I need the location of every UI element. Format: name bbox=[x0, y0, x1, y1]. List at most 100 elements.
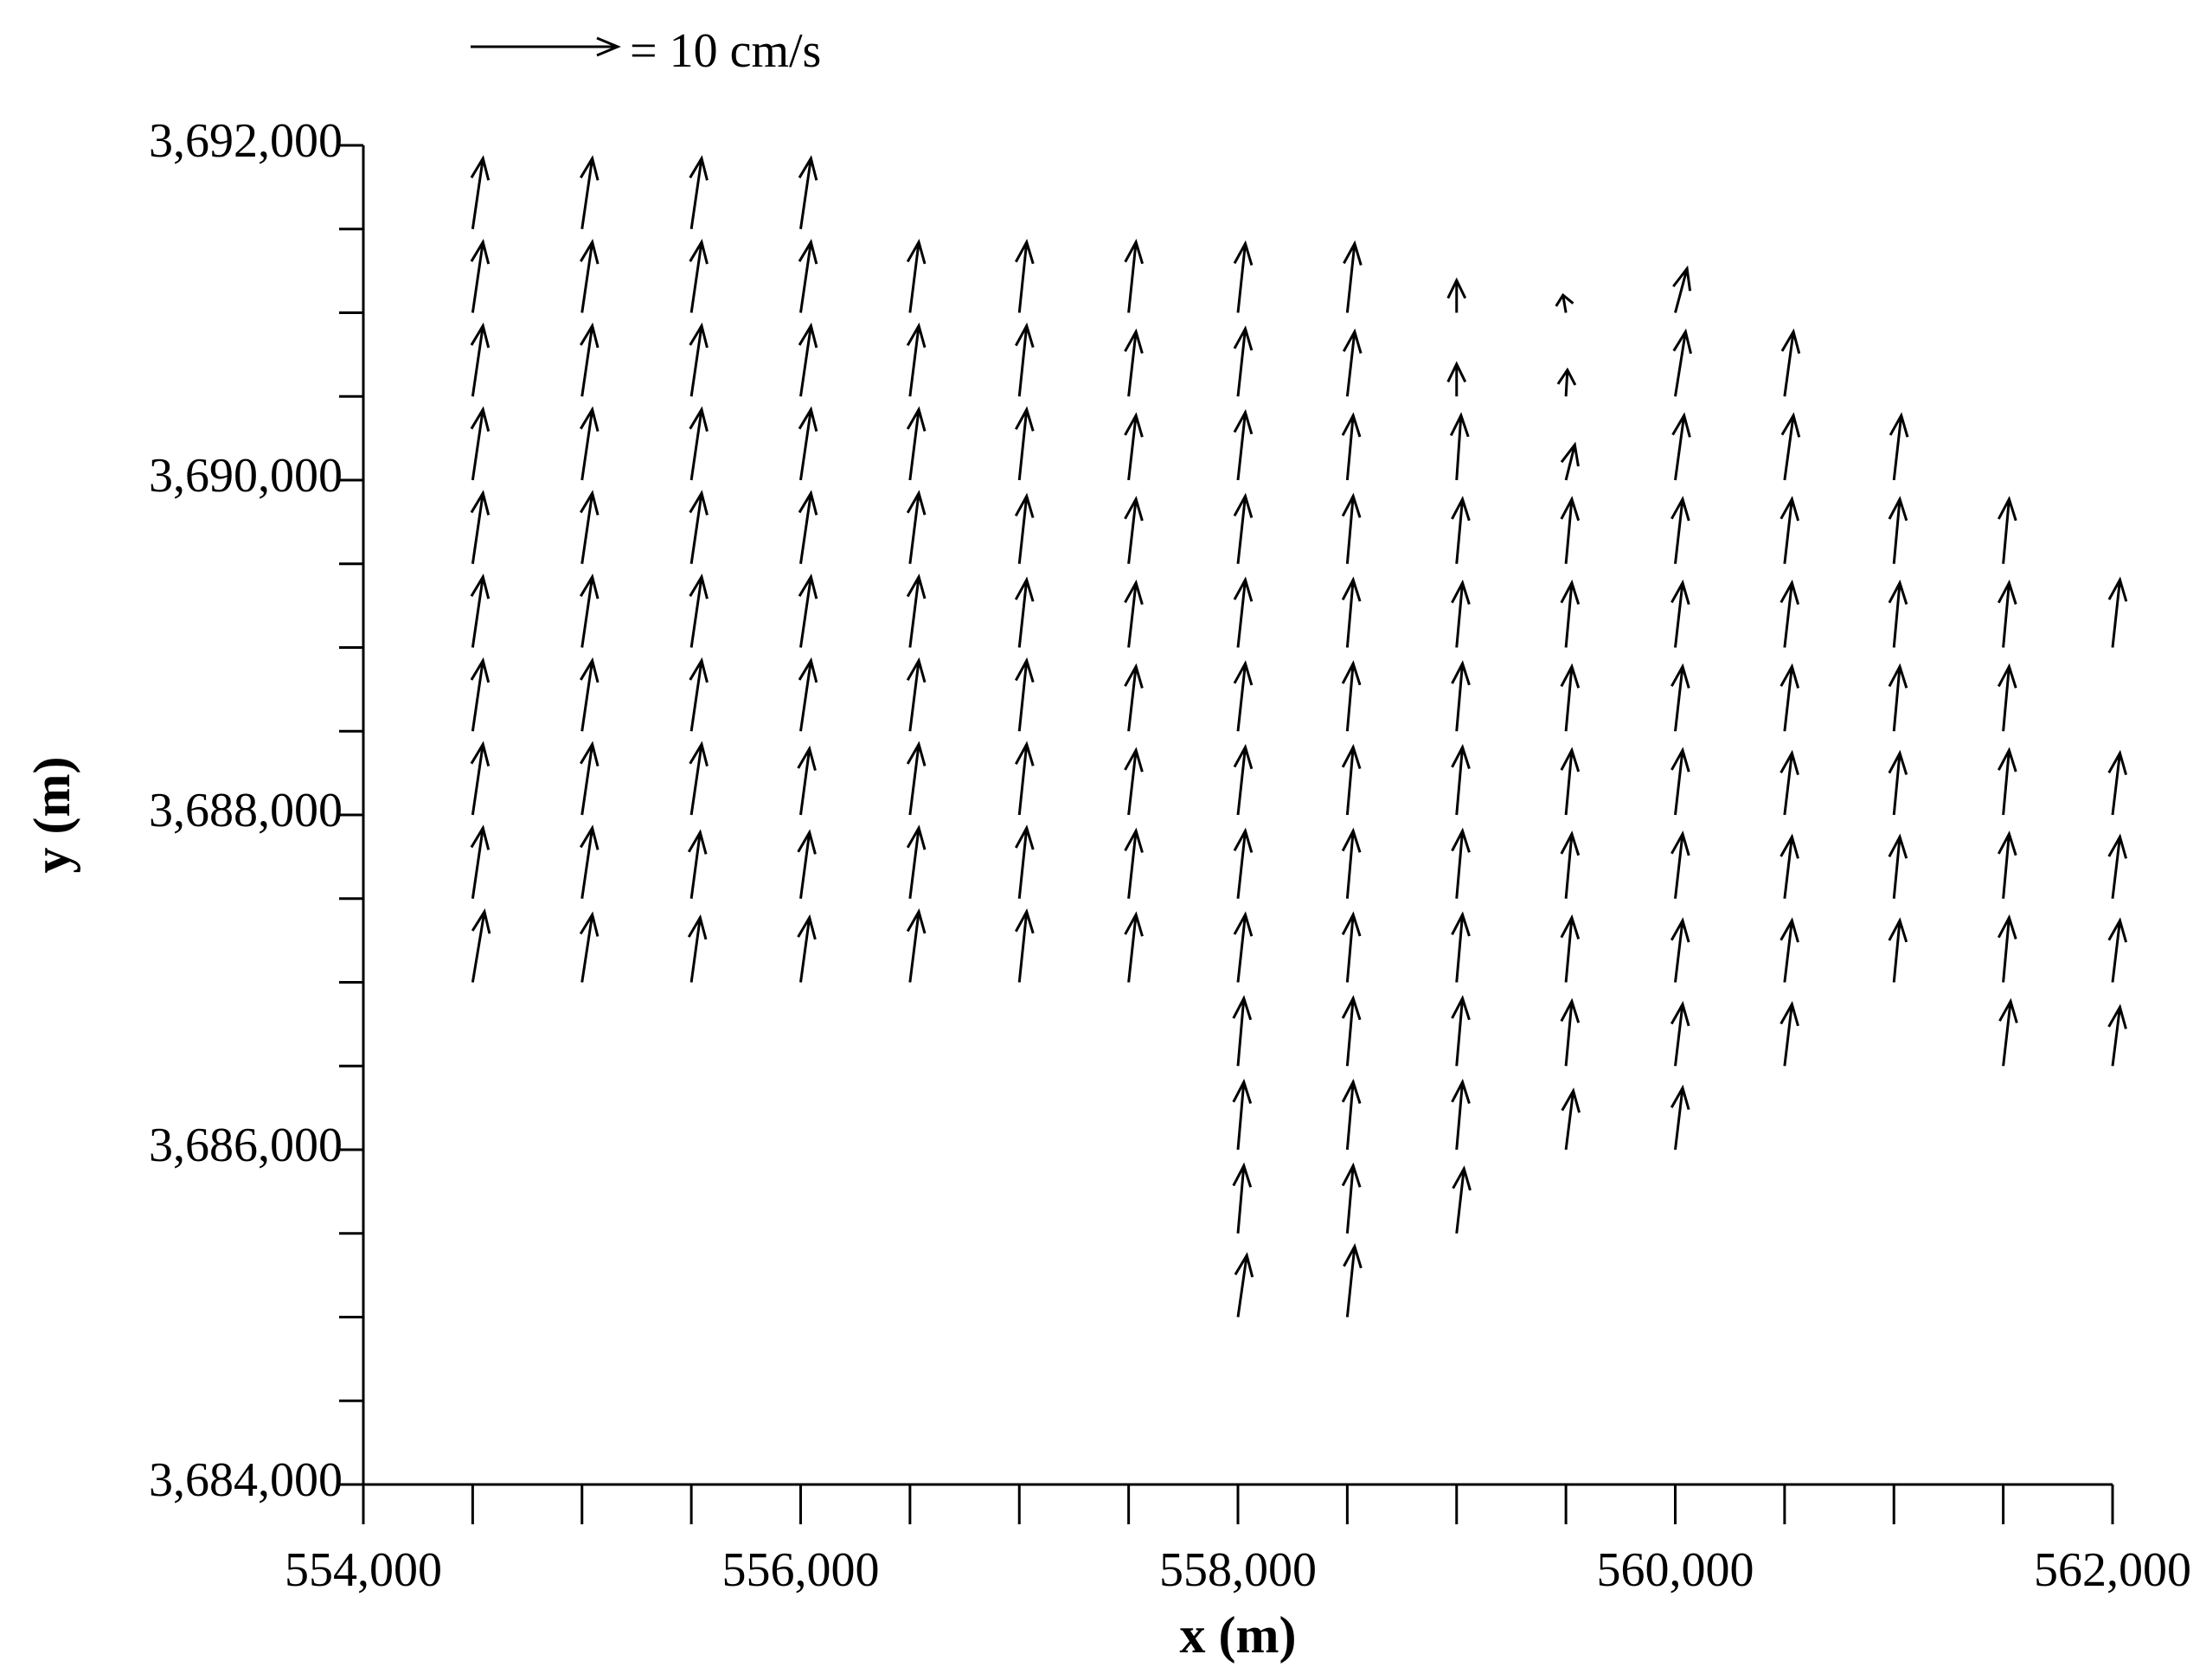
vector-arrow bbox=[1446, 277, 1467, 313]
vector-arrow bbox=[1015, 824, 1035, 899]
y-tick-label: 3,688,000 bbox=[149, 784, 343, 837]
vector-arrow bbox=[1341, 1162, 1362, 1234]
vector-arrow bbox=[470, 657, 491, 732]
vector-arrow bbox=[689, 574, 709, 648]
vector-arrow bbox=[1888, 833, 1908, 899]
vector-arrow bbox=[2107, 1004, 2127, 1067]
vector-arrow bbox=[1446, 361, 1467, 397]
vector-arrow bbox=[689, 657, 709, 732]
vector-arrow bbox=[1670, 1084, 1690, 1151]
vector-arrow bbox=[1232, 1162, 1253, 1234]
vector-arrow bbox=[906, 239, 927, 313]
y-axis-title: y (m) bbox=[23, 757, 80, 874]
vector-arrow bbox=[1997, 747, 2017, 816]
vector-arrow bbox=[906, 657, 927, 732]
vector-arrow bbox=[1560, 747, 1581, 816]
vector-arrow bbox=[580, 657, 600, 732]
vector-arrow bbox=[1451, 911, 1471, 983]
vector-arrow bbox=[689, 490, 709, 564]
vector-arrow bbox=[687, 914, 708, 983]
vector-arrow bbox=[1341, 995, 1362, 1067]
vector-arrow bbox=[1560, 441, 1580, 481]
vector-arrow bbox=[797, 829, 817, 899]
vector-arrow bbox=[1671, 663, 1690, 732]
vector-arrow bbox=[1997, 830, 2017, 899]
key-label: = 10 cm/s bbox=[630, 24, 821, 78]
vector-arrow bbox=[1124, 663, 1144, 732]
vector-arrow bbox=[1451, 743, 1471, 816]
vector-arrow bbox=[580, 406, 600, 481]
vector-arrow bbox=[580, 574, 600, 648]
vector-arrow bbox=[798, 155, 818, 229]
vector-arrow bbox=[798, 574, 818, 648]
vector-arrow bbox=[1672, 328, 1692, 397]
vector-arrow bbox=[906, 322, 927, 397]
vector-arrow bbox=[1233, 827, 1254, 899]
vector-arrow bbox=[906, 406, 927, 481]
vector-arrow bbox=[2107, 576, 2128, 648]
vector-arrow bbox=[1560, 914, 1581, 983]
vector-arrow bbox=[470, 824, 491, 899]
vector-arrow bbox=[1888, 917, 1908, 983]
vector-arrow bbox=[1342, 328, 1363, 397]
x-tick-label: 556,000 bbox=[722, 1543, 880, 1597]
vector-arrow bbox=[1124, 496, 1144, 564]
vector-arrow bbox=[1780, 833, 1799, 899]
vector-arrow bbox=[1341, 827, 1362, 899]
vector-arrow bbox=[1233, 660, 1254, 732]
vector-arrow bbox=[1341, 660, 1362, 732]
vector-arrow bbox=[1124, 747, 1144, 816]
vector-arrow bbox=[1015, 322, 1035, 397]
vector-arrow bbox=[798, 406, 818, 481]
vector-arrow bbox=[1998, 997, 2018, 1067]
vector-arrow bbox=[579, 911, 600, 983]
vector-arrow bbox=[470, 741, 491, 816]
vector-arrow bbox=[689, 322, 709, 397]
vector-arrow bbox=[1780, 749, 1799, 816]
key-arrow bbox=[471, 36, 621, 57]
vector-arrow bbox=[1997, 914, 2017, 983]
vector-arrow bbox=[1451, 660, 1471, 732]
vector-arrow bbox=[1561, 1087, 1581, 1151]
vector-arrow bbox=[2107, 749, 2128, 816]
vector-arrow bbox=[1451, 1078, 1471, 1151]
vector-arrow bbox=[1232, 1078, 1253, 1151]
vector-arrow bbox=[1014, 576, 1035, 648]
vector-arrow bbox=[1234, 1252, 1254, 1318]
vector-arrow bbox=[1670, 1000, 1690, 1067]
vector-arrow bbox=[1997, 579, 2017, 648]
vector-arrow bbox=[1780, 917, 1799, 983]
vector-arrow bbox=[798, 657, 818, 732]
vector-arrow bbox=[470, 322, 491, 397]
vector-arrow bbox=[470, 490, 491, 564]
vector-arrow bbox=[580, 322, 600, 397]
vector-arrow bbox=[1233, 325, 1254, 397]
vector-arrow bbox=[1343, 240, 1363, 313]
vector-arrow bbox=[1560, 579, 1581, 648]
vector-arrow bbox=[1888, 579, 1908, 648]
vector-arrow bbox=[1233, 240, 1254, 313]
vector-arrow bbox=[1451, 995, 1471, 1067]
y-tick-label: 3,684,000 bbox=[149, 1453, 343, 1507]
vector-arrow bbox=[1780, 412, 1801, 481]
vector-arrow bbox=[2107, 917, 2128, 983]
vector-arrow bbox=[1671, 496, 1690, 564]
vector-arrow bbox=[1015, 406, 1035, 481]
vector-arrow bbox=[470, 574, 491, 648]
x-tick-label: 554,000 bbox=[285, 1543, 442, 1597]
vector-arrow bbox=[1451, 827, 1471, 899]
vector-arrow bbox=[1233, 492, 1254, 564]
vector-arrow bbox=[1124, 328, 1144, 397]
vector-arrow bbox=[1343, 1243, 1363, 1318]
vector-arrow bbox=[1671, 830, 1690, 899]
vector-arrow bbox=[1780, 663, 1800, 732]
vector-arrow bbox=[1671, 412, 1691, 481]
vector-arrow bbox=[1232, 995, 1253, 1067]
vector-arrow bbox=[1341, 492, 1362, 564]
vector-arrow bbox=[797, 914, 817, 983]
vector-arrow bbox=[1341, 743, 1362, 816]
vector-arrow bbox=[1124, 579, 1144, 648]
vector-arrow bbox=[1451, 579, 1471, 648]
vector-arrow bbox=[580, 824, 600, 899]
vector-arrow bbox=[1555, 292, 1574, 313]
